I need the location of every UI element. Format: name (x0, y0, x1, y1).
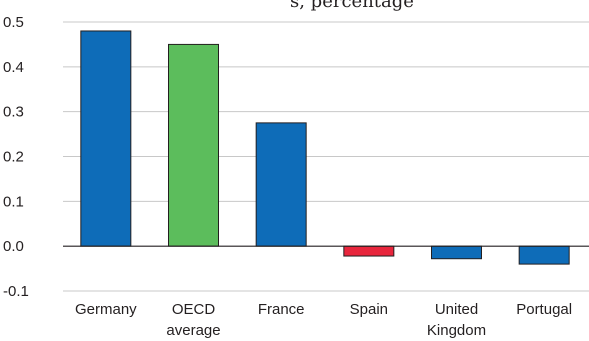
x-category-label-line: average (166, 322, 220, 339)
x-category-label: Germany (75, 301, 137, 318)
x-category-label: OECD average (166, 301, 220, 339)
x-category-label-line: OECD (172, 301, 216, 318)
x-category-label-line: United (435, 301, 478, 318)
bar (255, 122, 307, 247)
y-tick-label: 0.2 (3, 149, 24, 166)
y-tick-label: 0.5 (3, 14, 24, 31)
x-category-label: United Kingdom (427, 301, 486, 339)
y-tick-label: 0.0 (3, 238, 24, 255)
page-title-fragment: s, percentage (290, 0, 414, 12)
y-tick-label: -0.1 (3, 283, 29, 300)
x-category-label: France (258, 301, 305, 318)
x-category-label-line: Germany (75, 301, 137, 318)
y-tick-label: 0.3 (3, 104, 24, 121)
bar (168, 43, 219, 247)
y-tick-label: 0.4 (3, 59, 24, 76)
x-category-label: Spain (350, 301, 388, 318)
bar (431, 245, 482, 260)
x-category-label-line: Portugal (516, 301, 572, 318)
x-category-label-line: Kingdom (427, 322, 486, 339)
y-tick-label: 0.1 (3, 193, 24, 210)
x-category-label-line: Spain (350, 301, 388, 318)
bar (80, 30, 132, 247)
x-category-label: Portugal (516, 301, 572, 318)
bar (343, 245, 395, 257)
x-category-label-line: France (258, 301, 305, 318)
bar (518, 245, 570, 265)
